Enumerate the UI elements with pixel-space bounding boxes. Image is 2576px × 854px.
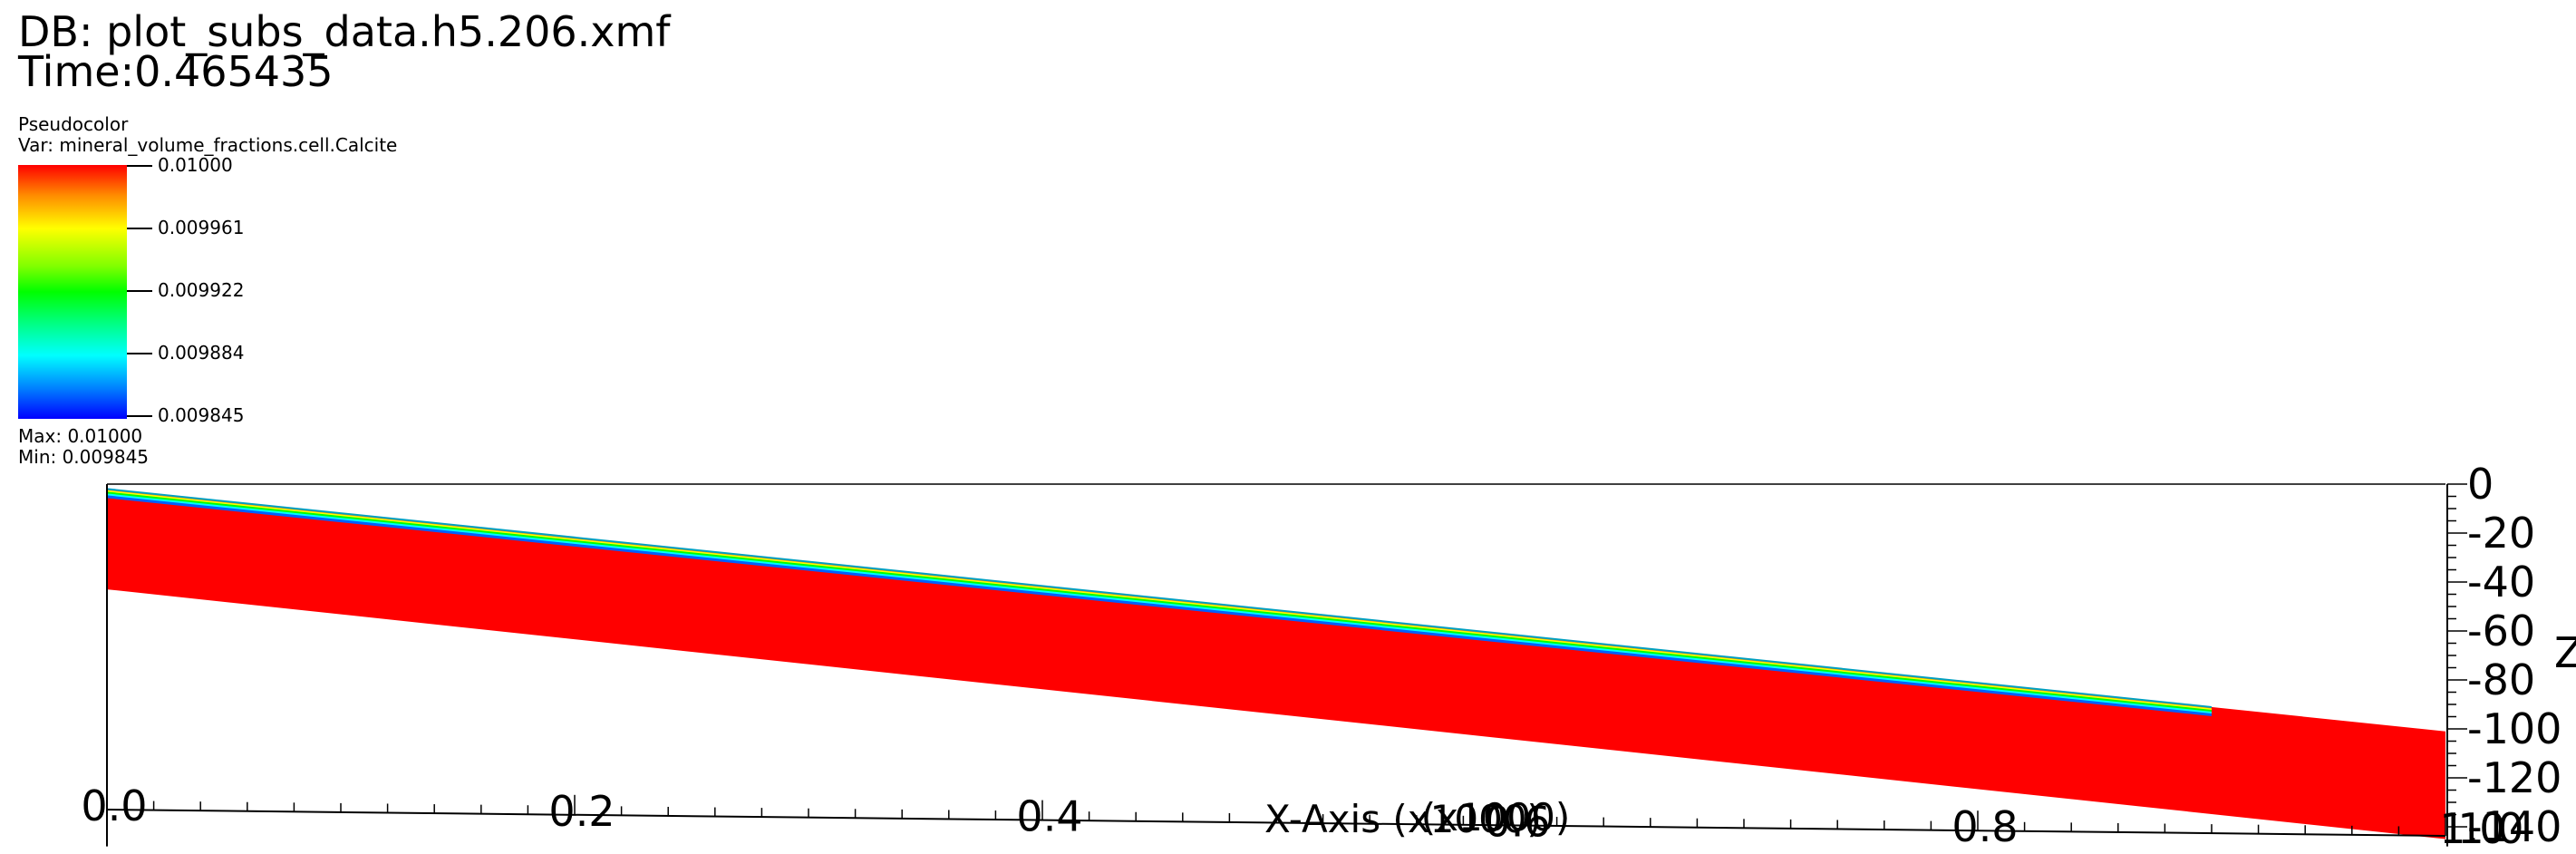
z-tick-label: -40 [2467, 558, 2535, 607]
x-axis-title: X-Axis (x1000) [1264, 797, 1542, 841]
z-tick-label: -80 [2467, 655, 2535, 704]
x-tick-label: 0.8 [1951, 802, 2018, 851]
legend-max: Max: 0.01000 [18, 425, 143, 447]
x-tick-label: 0.6 [1484, 797, 1550, 846]
z-tick-label: -120 [2467, 753, 2561, 802]
z-tick-label: -100 [2467, 704, 2561, 753]
z-tick-label: 0 [2467, 460, 2494, 509]
time-label: Time:0.465435 [18, 47, 334, 96]
colorbar-label: 0.009922 [158, 279, 245, 301]
x-tick-label: 0.4 [1016, 792, 1082, 841]
x-tick-label: 0.0 [81, 781, 147, 830]
calcite-field [107, 489, 2445, 839]
x-axis-title-overlap: (x1000) [1421, 795, 1571, 839]
colorbar-tick [127, 290, 152, 292]
z-tick-label: -60 [2467, 607, 2535, 655]
colorbar-label: 0.009961 [158, 217, 245, 238]
database-title: DB: plot_subs_data.h5.206.xmf [18, 7, 671, 56]
z-tick-label: -140 [2467, 802, 2561, 851]
colorbar-label: 0.01000 [158, 154, 233, 176]
colorbar-label: 0.009845 [158, 404, 245, 426]
surface-line [106, 488, 2213, 708]
colorbar [18, 165, 127, 419]
z-tick-label: -20 [2467, 509, 2535, 558]
x-tick-label: 0.2 [548, 787, 615, 836]
corner-label: 1.0 [2439, 804, 2505, 853]
colorbar-tick [127, 165, 152, 167]
colorbar-tick [127, 415, 152, 417]
colorbar-tick [127, 228, 152, 229]
corner-label-overlap: 1.0 [2457, 804, 2523, 853]
colorbar-label: 0.009884 [158, 342, 245, 364]
z-axis-title: Z [2554, 628, 2576, 677]
legend-variable: Var: mineral_volume_fractions.cell.Calci… [18, 134, 398, 156]
legend-min: Min: 0.009845 [18, 446, 150, 468]
legend-plot-type: Pseudocolor [18, 113, 129, 135]
colorbar-tick [127, 353, 152, 354]
